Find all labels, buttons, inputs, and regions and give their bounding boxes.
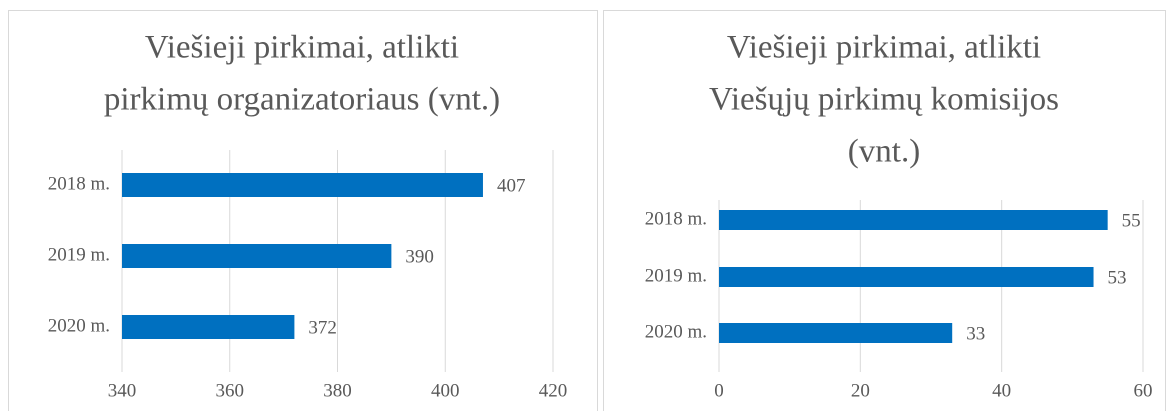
chart-title: Viešųjų pirkimų komisijos: [709, 82, 1059, 118]
x-tick-label: 400: [431, 380, 460, 401]
data-label: 372: [308, 317, 337, 338]
y-tick-label: 2020 m.: [645, 321, 707, 342]
y-tick-label: 2018 m.: [645, 208, 707, 229]
x-tick-label: 360: [216, 380, 245, 401]
data-label: 390: [405, 246, 434, 267]
x-tick-label: 420: [539, 380, 568, 401]
x-tick-label: 60: [1134, 380, 1153, 401]
data-label: 33: [966, 323, 985, 344]
bar: [719, 267, 1094, 287]
chart-title: Viešieji pirkimai, atlikti: [727, 30, 1041, 66]
bar: [122, 315, 295, 339]
data-label: 407: [497, 175, 526, 196]
chart-title: pirkimų organizatoriaus (vnt.): [104, 82, 500, 118]
data-label: 55: [1122, 210, 1141, 231]
chart-title: (vnt.): [848, 134, 920, 170]
x-tick-label: 20: [851, 380, 870, 401]
bar: [719, 210, 1108, 230]
x-tick-label: 380: [323, 380, 352, 401]
y-tick-label: 2020 m.: [48, 315, 110, 336]
y-tick-label: 2018 m.: [48, 173, 110, 194]
bar: [122, 173, 483, 197]
panel: [8, 10, 598, 411]
chart-title: Viešieji pirkimai, atlikti: [145, 30, 459, 66]
x-tick-label: 40: [992, 380, 1011, 401]
y-tick-label: 2019 m.: [645, 265, 707, 286]
x-tick-label: 0: [714, 380, 724, 401]
bar: [719, 323, 953, 343]
x-tick-label: 340: [108, 380, 137, 401]
bar: [122, 244, 392, 268]
data-label: 53: [1108, 267, 1127, 288]
y-tick-label: 2019 m.: [48, 244, 110, 265]
